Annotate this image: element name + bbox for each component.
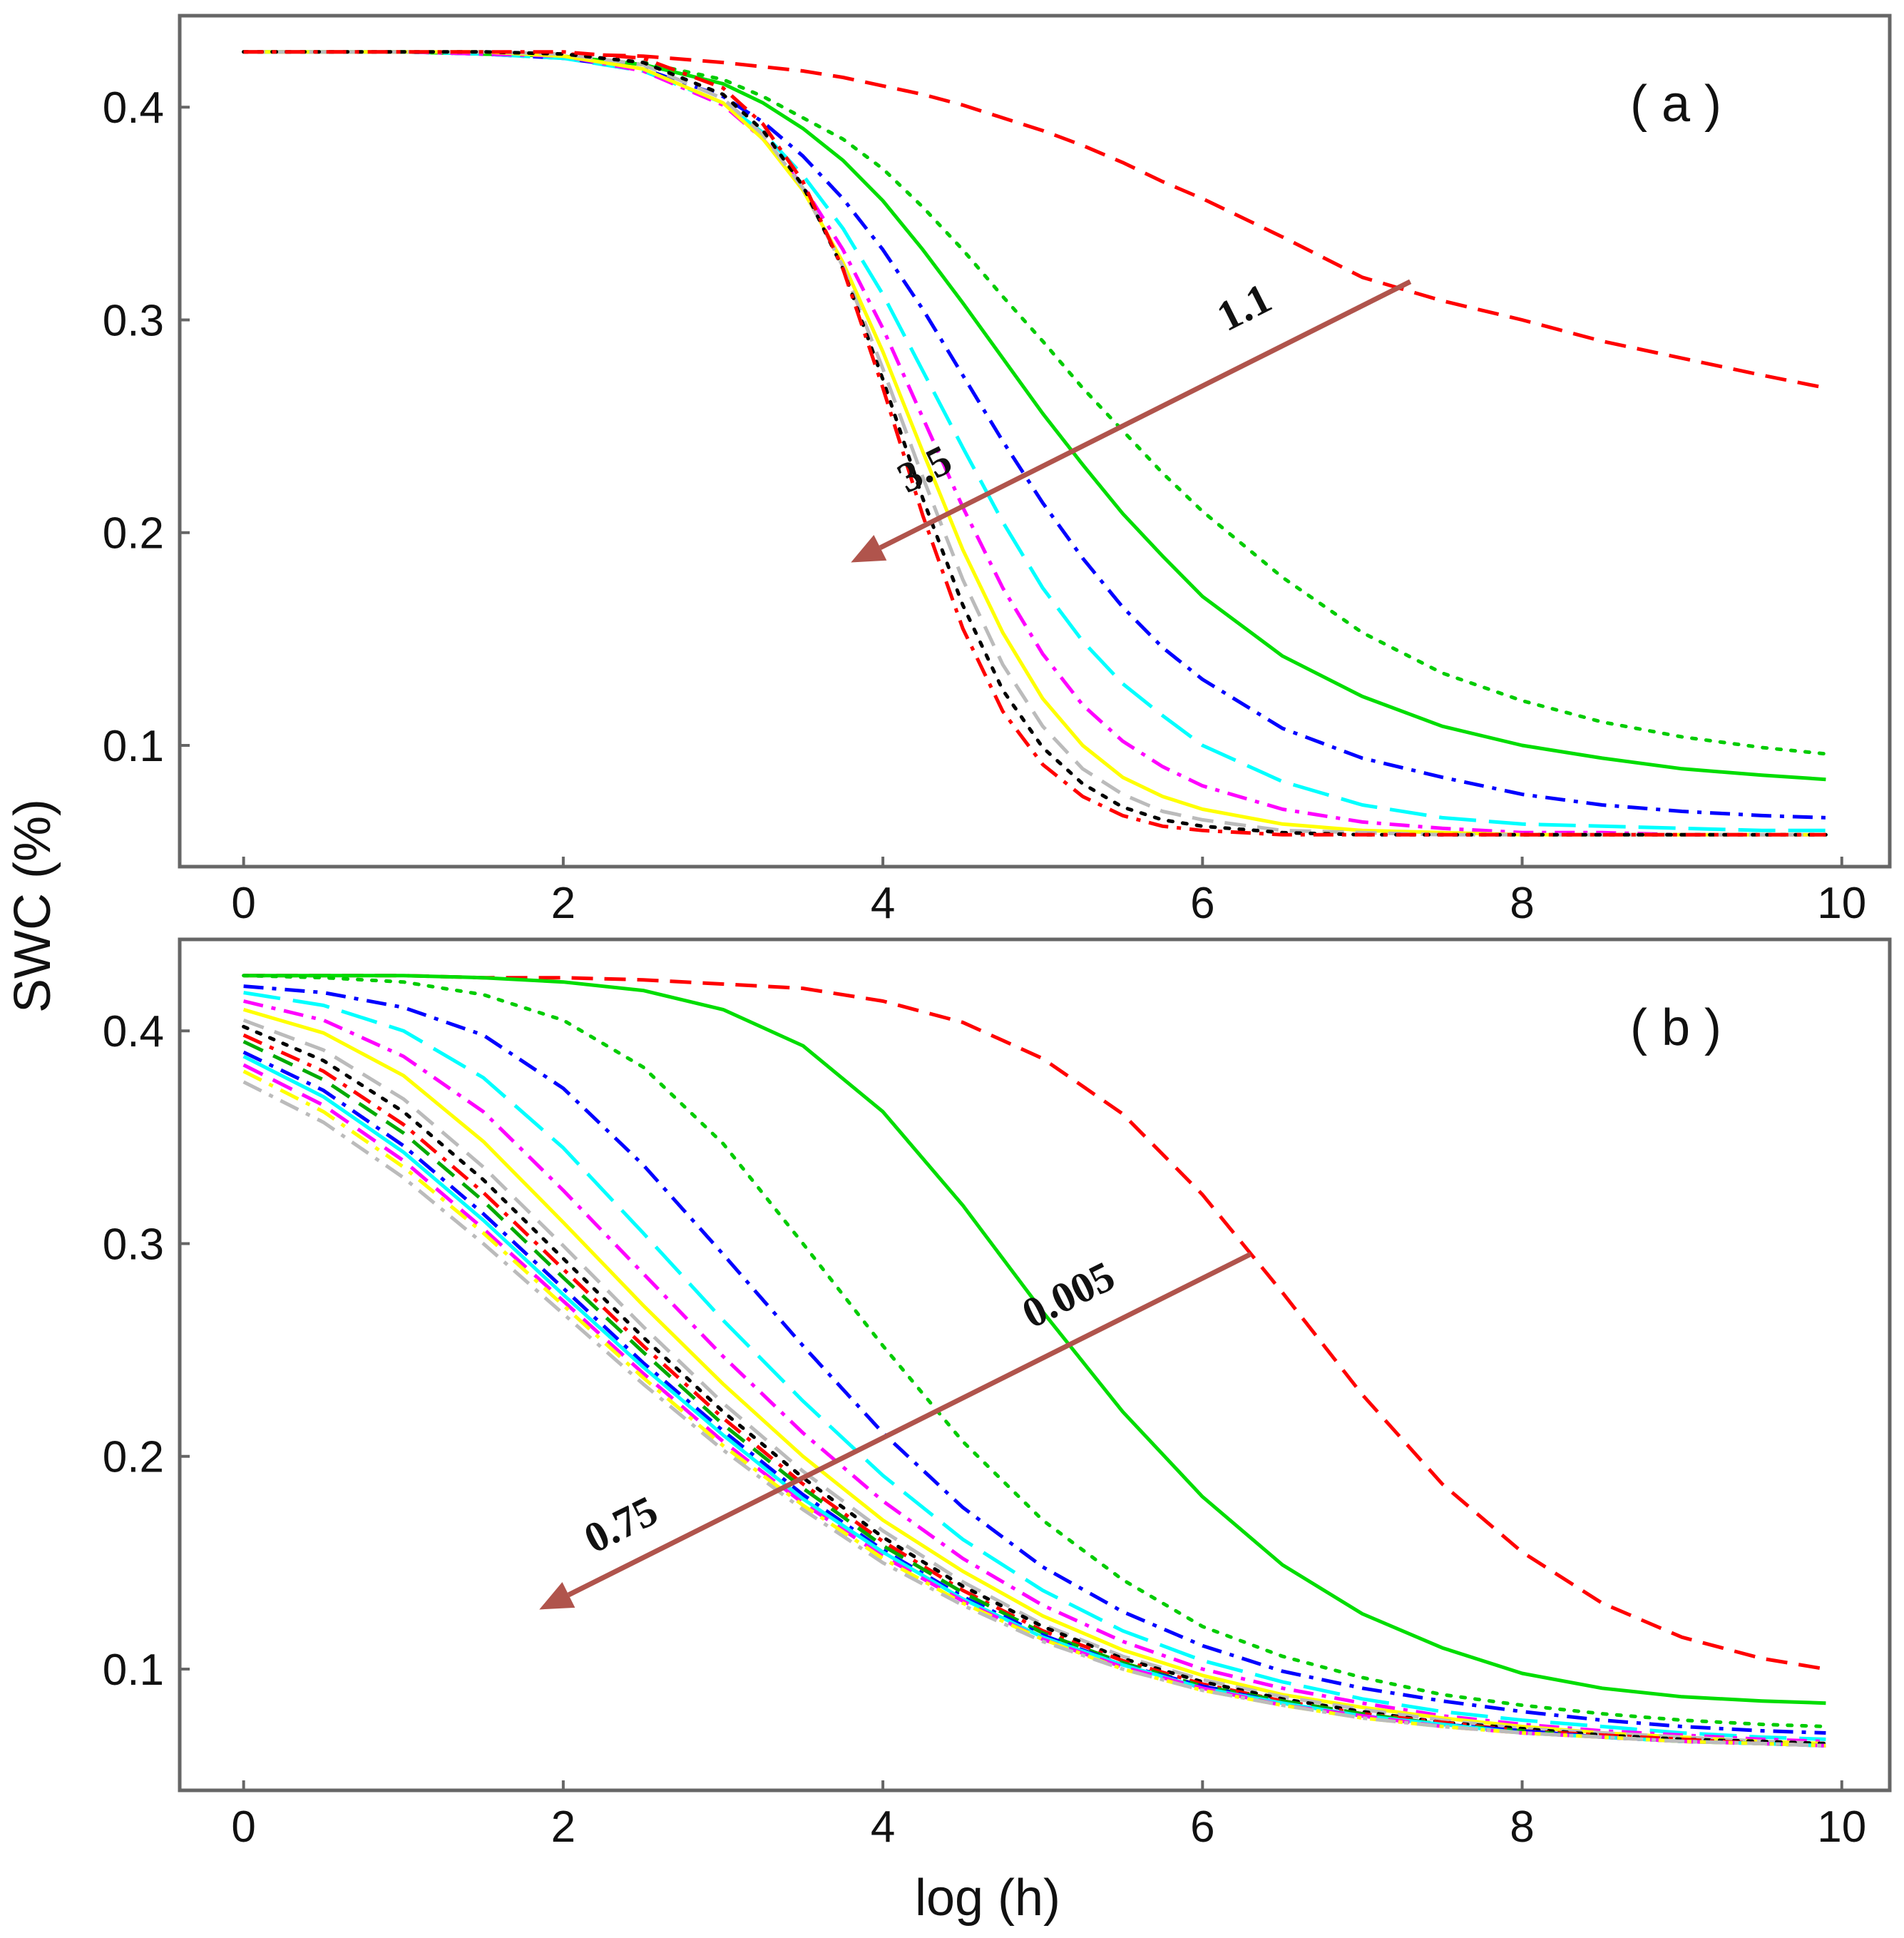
panel-b-x-tick-label: 10 bbox=[1817, 1802, 1866, 1852]
panel-b-y-tick-label: 0.1 bbox=[103, 1646, 164, 1695]
panel-a-series-line bbox=[243, 50, 1826, 837]
panel-b-series-line bbox=[243, 974, 1826, 1705]
panel-b-x-tick-label: 0 bbox=[231, 1802, 255, 1852]
panel-a-y-tick-label: 0.2 bbox=[103, 509, 164, 559]
panel-b-y-tick-label: 0.2 bbox=[103, 1433, 164, 1482]
panel-b-frame bbox=[178, 937, 1892, 1792]
panel-b-x-tick-label: 4 bbox=[871, 1802, 895, 1852]
panel-b-y-tick-label: 0.3 bbox=[103, 1220, 164, 1269]
panel-b-series-line bbox=[243, 999, 1826, 1743]
panel-a-x-tick-label: 4 bbox=[871, 879, 895, 928]
panel-a-x-tick-label: 6 bbox=[1190, 879, 1214, 928]
panel-b-series bbox=[242, 974, 1828, 1748]
panel-a-series bbox=[242, 50, 1828, 837]
panel-b-series-line bbox=[242, 1063, 1826, 1748]
panel-a-x-tick-label: 10 bbox=[1817, 879, 1866, 928]
y-axis-title: SWC (%) bbox=[4, 799, 61, 1013]
panel-a-arrow-shaft bbox=[879, 279, 1412, 550]
panel-b-series-line bbox=[242, 1018, 1826, 1745]
panel-b-x-tick-label: 2 bbox=[551, 1802, 575, 1852]
panel-b-arrow-head bbox=[539, 1582, 575, 1610]
panel-a-x-tick-label: 2 bbox=[551, 879, 575, 928]
panel-a-y-tick-label: 0.1 bbox=[103, 722, 164, 771]
panel-a-x-tick-label: 0 bbox=[231, 879, 255, 928]
panel-a-label: ( a ) bbox=[1630, 76, 1721, 133]
panel-b-series-line bbox=[242, 974, 1828, 1728]
panel-a-frame bbox=[178, 14, 1892, 869]
panel-b-ticks: 0 2 4 6 8 10 0.1 0.2 0.3 0.4 bbox=[103, 1007, 1866, 1852]
panel-b-y-tick-label: 0.4 bbox=[103, 1007, 164, 1056]
panel-a-ticks: 0 2 4 6 8 10 0.1 0.2 0.3 0.4 bbox=[103, 83, 1866, 928]
panel-b-series-line bbox=[243, 991, 1826, 1741]
panel-a-series-line bbox=[243, 50, 1826, 832]
panel-a-y-tick-label: 0.4 bbox=[103, 83, 164, 133]
panel-a-y-tick-label: 0.3 bbox=[103, 296, 164, 345]
panel-b-x-tick-label: 8 bbox=[1510, 1802, 1534, 1852]
panel-b-series-line bbox=[242, 1080, 1826, 1748]
panel-b-series-line bbox=[242, 1054, 1826, 1748]
panel-a-arrow-head bbox=[851, 534, 887, 563]
panel-b-x-tick-label: 6 bbox=[1190, 1802, 1214, 1852]
panel-b-series-line bbox=[243, 984, 1826, 1735]
x-axis-title: log (h) bbox=[915, 1870, 1060, 1927]
panel-b-arrow-shaft bbox=[567, 1252, 1252, 1598]
panel-a-x-tick-label: 8 bbox=[1510, 879, 1534, 928]
panel-b-label: ( b ) bbox=[1630, 999, 1721, 1056]
